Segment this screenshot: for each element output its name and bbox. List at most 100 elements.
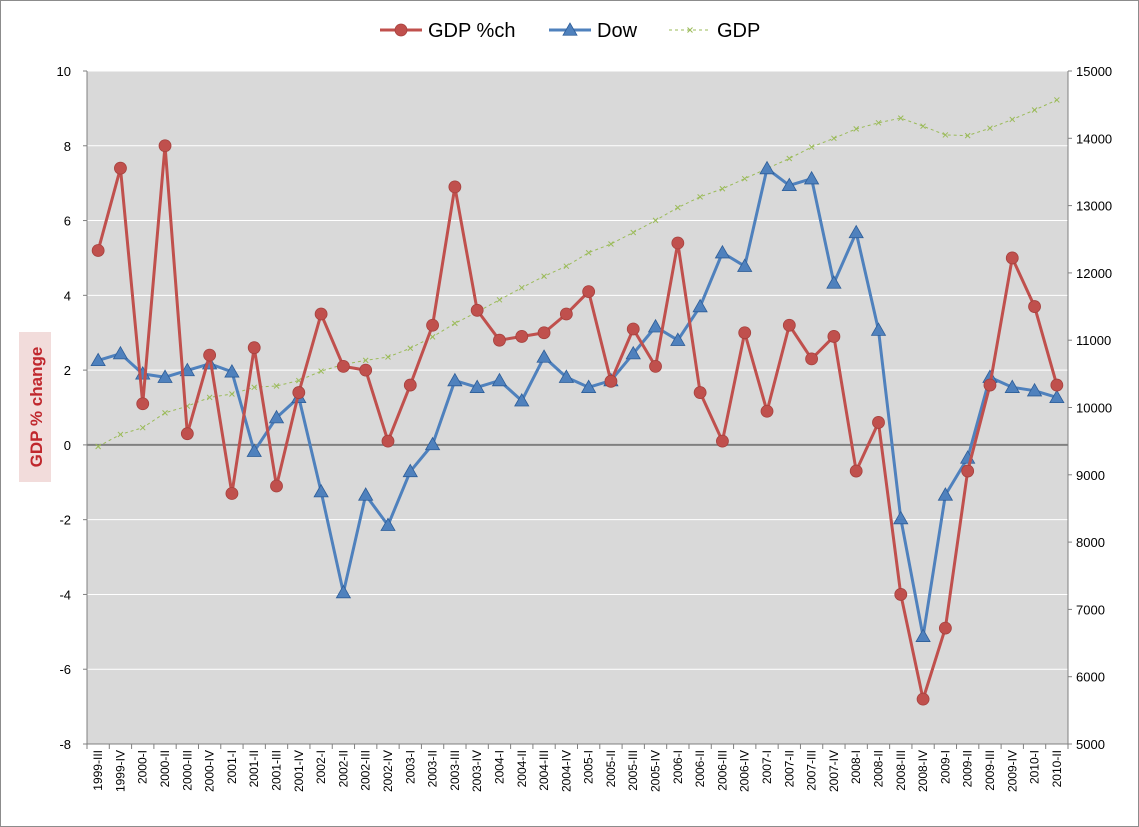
x-tick-label: 2007-IV <box>827 750 841 792</box>
y-axis-title-box <box>19 332 51 482</box>
x-tick-label: 2006-II <box>693 750 707 787</box>
x-tick-label: 1999-IV <box>113 750 127 792</box>
dow-point <box>112 345 129 360</box>
x-tick-label: 2002-IV <box>381 750 395 792</box>
gdp-point <box>964 132 971 139</box>
x-tick-label: 2007-III <box>805 750 819 791</box>
gdp-ch-point <box>738 326 752 340</box>
gdp-ch-point <box>938 621 952 635</box>
gdp-point <box>920 123 926 130</box>
series-line-dow <box>97 167 1058 638</box>
x-tick-label: 2004-II <box>515 750 529 787</box>
dow-point <box>268 409 285 424</box>
gdp-ch-point <box>916 692 930 706</box>
series-gdp-ch <box>91 139 1064 706</box>
x-tick-label: 2007-I <box>760 750 774 784</box>
x-tick-label: 2003-II <box>426 750 440 787</box>
y-tick-label: 0 <box>64 438 71 453</box>
gdp-point <box>362 357 369 364</box>
gdp-point <box>229 391 235 397</box>
gdp-point <box>206 394 213 401</box>
legend-label: GDP %ch <box>428 20 515 42</box>
x-tick-label: 2009-I <box>938 750 952 784</box>
gdp-point <box>741 175 748 182</box>
y-tick-label: 8 <box>64 139 71 154</box>
dow-point <box>670 332 686 346</box>
dow-point <box>335 584 352 599</box>
legend-label: GDP <box>717 20 760 42</box>
x-tick-label: 2007-II <box>782 750 796 787</box>
gdp-ch-point <box>626 322 640 336</box>
gdp-ch-point <box>983 378 997 392</box>
dow-point <box>402 463 418 478</box>
gdp-ch-point <box>336 359 350 373</box>
gdp-ch-point <box>671 236 685 250</box>
gdp-ch-point <box>448 180 462 194</box>
x-tick-label: 2001-II <box>247 750 261 787</box>
x-tick-label: 2003-I <box>403 750 417 784</box>
y-tick-label: -8 <box>59 737 71 752</box>
dow-point <box>803 170 820 185</box>
gdp-ch-point <box>158 139 172 153</box>
gdp-ch-point <box>203 348 217 362</box>
gdp-point <box>95 443 102 450</box>
y-tick-label: 10 <box>57 64 71 79</box>
gdp-ch-point <box>894 588 908 601</box>
gdp-ch-point <box>604 374 618 388</box>
legend-item-gdp-ch: GDP %ch <box>380 20 515 42</box>
gdp-ch-point <box>426 318 439 332</box>
gdp-point <box>719 185 726 192</box>
gdp-point <box>987 125 993 132</box>
y2-tick-label: 12000 <box>1076 266 1112 281</box>
gdp-ch-point <box>314 307 328 321</box>
x-tick-label: 2008-III <box>894 750 908 791</box>
dow-point <box>870 322 887 336</box>
legend-dow-point <box>562 22 578 36</box>
dow-point <box>536 349 552 363</box>
gdp-point <box>853 126 860 132</box>
gdp-ch-point <box>270 479 283 493</box>
x-tick-label: 1999-III <box>91 750 105 791</box>
dow-point <box>469 379 485 393</box>
y2-tick-label: 8000 <box>1076 535 1105 550</box>
x-tick-label: 2008-IV <box>916 750 930 792</box>
dow-point <box>826 275 842 289</box>
gdp-ch-point <box>559 307 573 321</box>
x-tick-label: 2006-III <box>715 750 729 791</box>
y-axis-title-text: GDP % change <box>27 347 46 468</box>
gdp-point <box>585 249 592 256</box>
x-tick-label: 2002-II <box>336 750 350 787</box>
dow-point <box>625 345 641 360</box>
gdp-point <box>875 119 882 126</box>
gdp-point <box>1009 116 1016 123</box>
gdp-ch-point <box>760 404 774 418</box>
gdp-point <box>652 217 659 224</box>
dow-point <box>1026 382 1043 397</box>
series-line-gdp-ch <box>96 144 1059 701</box>
y2-tick-label: 7000 <box>1076 602 1105 617</box>
gdp-ch-point <box>1028 300 1041 313</box>
dow-point <box>692 298 708 313</box>
gdp-ch-point <box>470 303 484 317</box>
y-tick-label: -6 <box>59 662 71 677</box>
gdp-ch-point <box>961 464 975 478</box>
gdp-point <box>251 384 258 391</box>
gdp-ch-point <box>225 487 239 500</box>
gdp-point <box>674 204 681 211</box>
legend: GDP %ch Dow GDP <box>380 20 760 42</box>
y2-tick-label: 9000 <box>1076 468 1105 483</box>
y-axis-title: GDP % change <box>19 332 51 482</box>
gdp-point <box>162 410 168 416</box>
x-tick-label: 2010-II <box>1050 750 1064 787</box>
dow-point <box>937 487 954 501</box>
gdp-ch-point <box>180 427 194 441</box>
x-tick-label: 2006-IV <box>738 750 752 792</box>
x-tick-label: 2005-III <box>626 750 640 791</box>
gdp-point <box>1031 107 1038 113</box>
x-tick-label: 2002-III <box>359 750 373 791</box>
series-dow <box>90 160 1065 642</box>
gdp-point <box>518 284 525 291</box>
gdp-point <box>808 144 815 150</box>
gdp-ch-point <box>805 352 819 366</box>
dow-point <box>848 224 864 239</box>
